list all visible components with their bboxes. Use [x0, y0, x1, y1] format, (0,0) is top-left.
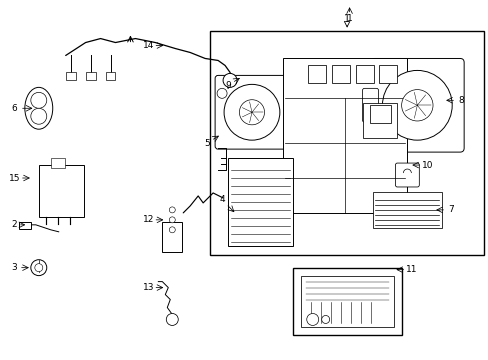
FancyBboxPatch shape	[362, 88, 378, 122]
FancyBboxPatch shape	[395, 163, 419, 187]
Circle shape	[35, 264, 42, 272]
Circle shape	[321, 315, 329, 323]
Bar	[105, 72, 115, 80]
Bar	[85, 72, 95, 80]
Circle shape	[169, 217, 175, 223]
Circle shape	[169, 207, 175, 213]
Bar	[362, 103, 397, 138]
Bar	[39, 165, 83, 217]
Text: 1: 1	[344, 14, 349, 24]
Bar	[19, 222, 31, 229]
Text: 6: 6	[11, 104, 17, 113]
Text: 15: 15	[9, 174, 20, 183]
Circle shape	[239, 100, 264, 125]
Circle shape	[31, 92, 47, 108]
Bar	[227, 158, 292, 246]
Text: 8: 8	[457, 96, 463, 105]
Text: 9: 9	[225, 81, 230, 90]
Bar	[292, 268, 402, 336]
Circle shape	[223, 73, 237, 87]
Text: 5: 5	[204, 139, 209, 148]
Bar	[355, 66, 373, 84]
Bar	[300, 276, 394, 328]
Bar	[307, 66, 325, 84]
Circle shape	[217, 88, 226, 98]
Text: 4: 4	[219, 195, 224, 204]
Text: 11: 11	[405, 265, 416, 274]
Bar	[162, 222, 182, 252]
Circle shape	[224, 84, 279, 140]
Ellipse shape	[25, 87, 53, 129]
Circle shape	[169, 227, 175, 233]
Bar	[379, 66, 397, 84]
FancyBboxPatch shape	[215, 75, 288, 149]
Text: 12: 12	[142, 215, 154, 224]
Text: 7: 7	[447, 206, 453, 215]
Text: 10: 10	[421, 161, 432, 170]
Bar	[369, 105, 390, 123]
Circle shape	[31, 108, 47, 124]
Bar	[331, 66, 349, 84]
Circle shape	[31, 260, 47, 276]
Circle shape	[401, 90, 432, 121]
Bar	[372, 192, 441, 228]
Text: 1: 1	[346, 14, 352, 23]
Text: 3: 3	[11, 263, 17, 272]
Bar	[51, 158, 64, 168]
Text: 13: 13	[142, 283, 154, 292]
Circle shape	[306, 314, 318, 325]
Text: 2: 2	[11, 220, 17, 229]
Bar	[65, 72, 76, 80]
Text: 14: 14	[142, 41, 154, 50]
FancyBboxPatch shape	[370, 58, 463, 152]
Bar	[282, 58, 407, 213]
Circle shape	[166, 314, 178, 325]
Circle shape	[382, 71, 451, 140]
Bar	[210, 31, 483, 255]
